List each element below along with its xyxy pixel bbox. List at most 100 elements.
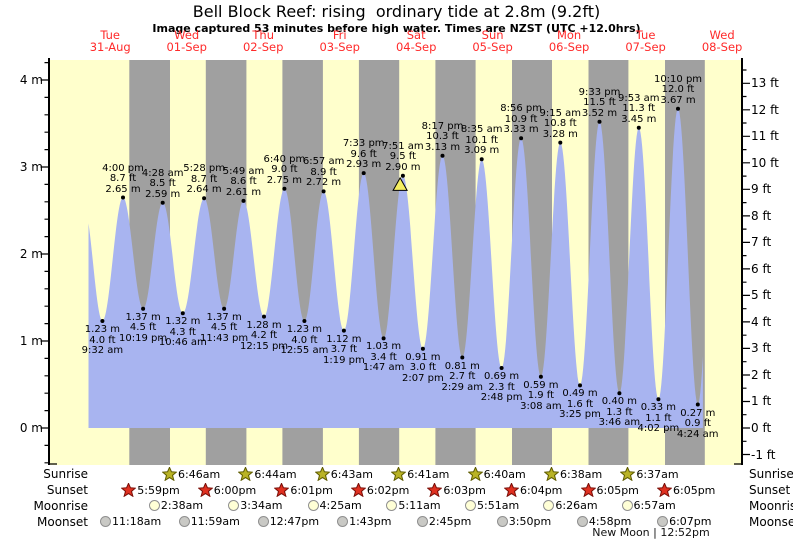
moonset-circle-icon (337, 516, 349, 527)
sunrise-row-label-right: Sunrise (749, 467, 793, 481)
day-label: Sat 04-Sep (380, 29, 452, 53)
sunset-star-icon (504, 483, 519, 497)
sunset-star-shape (580, 483, 596, 497)
sunset-time-label: 6:05pm (673, 483, 716, 497)
axis-label-right: 2 ft (751, 367, 772, 382)
tide-extreme-dot (241, 198, 246, 203)
axis-label-right: 0 ft (751, 421, 772, 435)
low-tide-annotation: 0.81 m 2.7 ft 2:29 am (441, 360, 484, 393)
sunrise-star-icon (391, 467, 407, 481)
axis-label-left: 1 m (19, 334, 43, 348)
day-name: Tue (100, 28, 121, 42)
sunrise-time-label: 6:38am (560, 467, 603, 481)
sunrise-time-label: 6:43am (330, 467, 373, 481)
sunrise-star-shape (162, 467, 177, 481)
low-tide-annotation: 1.37 m 4.5 ft 11:43 pm (200, 311, 249, 344)
day-date: 02-Sep (242, 40, 284, 54)
tide-extreme-dot (141, 306, 146, 311)
high-tide-annotation: 8:56 pm 10.9 ft 3.33 m (500, 103, 542, 136)
tide-extreme-dot (558, 140, 563, 145)
sunset-star-shape (121, 483, 137, 497)
axis-label-right: 10 ft (751, 155, 779, 170)
day-date: 08-Sep (701, 40, 743, 54)
low-tide-annotation: 1.03 m 3.4 ft 1:47 am (362, 341, 405, 374)
tide-area (88, 108, 703, 428)
axis-label-right: 7 ft (751, 235, 772, 250)
day-date: 31-Aug (89, 40, 131, 54)
moonrise-circle-icon (307, 500, 319, 511)
tide-extreme-dot (676, 106, 680, 111)
moonset-time-label: 12:47pm (269, 515, 320, 528)
tide-extreme-dot (597, 119, 602, 124)
moonset-marker: 4:58pm (576, 515, 632, 528)
tide-extreme-dot (400, 173, 405, 178)
day-date: 04-Sep (395, 40, 437, 54)
tide-extreme-dot (202, 196, 207, 201)
low-tide-annotation: 1.37 m 4.5 ft 10:19 pm (119, 311, 168, 344)
current-tide-marker-icon (392, 176, 408, 191)
day-date: 06-Sep (548, 40, 590, 54)
high-tide-annotation: 6:40 pm 9.0 ft 2.75 m (263, 153, 306, 186)
tide-extreme-dot (499, 366, 504, 370)
sunset-time-label: 6:04pm (520, 483, 563, 497)
tide-extreme-dot (222, 306, 227, 311)
moonset-time-label: 4:58pm (588, 515, 632, 528)
axis-label-right: 1 ft (751, 394, 772, 409)
low-tide-annotation: 0.69 m 2.3 ft 2:48 pm (480, 371, 523, 403)
moonrise-time-label: 5:11am (398, 499, 441, 512)
sunset-star-icon (580, 483, 596, 497)
moonset-marker: 6:07pm (657, 515, 712, 528)
sunrise-star-shape (467, 467, 483, 481)
sunrise-star-shape (391, 467, 407, 481)
high-tide-annotation: 7:51 am 9.5 ft 2.90 m (382, 140, 424, 173)
moonset-time-label: 11:18am (112, 515, 162, 528)
moonset-marker: 11:59am (178, 515, 240, 528)
low-tide-annotation: 1.23 m 4.0 ft 12:55 am (280, 324, 329, 356)
sunset-marker: 5:59pm (121, 483, 180, 497)
sunrise-star-icon (314, 467, 330, 481)
low-tide-annotation: 0.49 m 1.6 ft 3:25 pm (559, 388, 601, 421)
high-tide-annotation: 5:49 am 8.6 ft 2.61 m (222, 165, 265, 198)
sunset-star-icon (427, 483, 443, 497)
tide-extreme-dot (160, 200, 165, 205)
day-name: Mon (556, 28, 582, 42)
low-tide-annotation: 1.23 m 4.0 ft 9:32 am (81, 324, 124, 356)
axis-lines (48, 58, 743, 465)
tide-extreme-dot (420, 346, 425, 351)
day-label: Wed 01-Sep (151, 29, 223, 53)
axis-ticks (40, 62, 750, 465)
day-label: Mon 06-Sep (533, 29, 605, 53)
day-label: Fri 03-Sep (304, 29, 376, 53)
axis-label-left: 0 m (19, 421, 43, 435)
low-tide-annotation: 0.40 m 1.3 ft 3:46 am (598, 396, 641, 429)
moonrise-circle-icon (228, 500, 240, 511)
axis-label-right: -1 ft (751, 447, 776, 462)
moonrise-marker: 3:34am (228, 499, 282, 512)
moonset-row-label-left: Moonset (37, 515, 88, 529)
moonrise-row-label-left: Moonrise (33, 499, 88, 513)
day-date: 01-Sep (166, 40, 207, 54)
sunset-star-icon (274, 483, 290, 497)
sunrise-star-icon (620, 467, 636, 481)
moonset-marker: 2:45pm (416, 515, 471, 528)
sunrise-star-icon (467, 467, 483, 481)
sunrise-star-icon (238, 467, 254, 481)
sunrise-marker: 6:44am (238, 467, 297, 481)
sunset-star-shape (504, 483, 519, 497)
sunset-star-icon (350, 483, 366, 497)
high-tide-annotation: 7:33 pm 9.6 ft 2.93 m (342, 138, 385, 171)
tide-extreme-dot (381, 336, 386, 341)
axis-label-right: 4 ft (751, 314, 772, 329)
low-tide-annotation: 1.28 m 4.2 ft 12:15 pm (239, 319, 289, 352)
moonset-time-label: 1:43pm (349, 515, 392, 528)
tide-extreme-dot (341, 328, 346, 333)
day-name: Sun (481, 28, 504, 42)
moonrise-marker: 6:26am (543, 499, 598, 512)
moonrise-marker: 2:38am (148, 499, 203, 512)
day-label: Thu 02-Sep (227, 29, 299, 53)
day-date: 03-Sep (319, 40, 360, 54)
tide-extreme-dot (636, 125, 641, 130)
sunrise-time-label: 6:37am (636, 467, 679, 481)
axis-label-right: 8 ft (751, 208, 772, 223)
